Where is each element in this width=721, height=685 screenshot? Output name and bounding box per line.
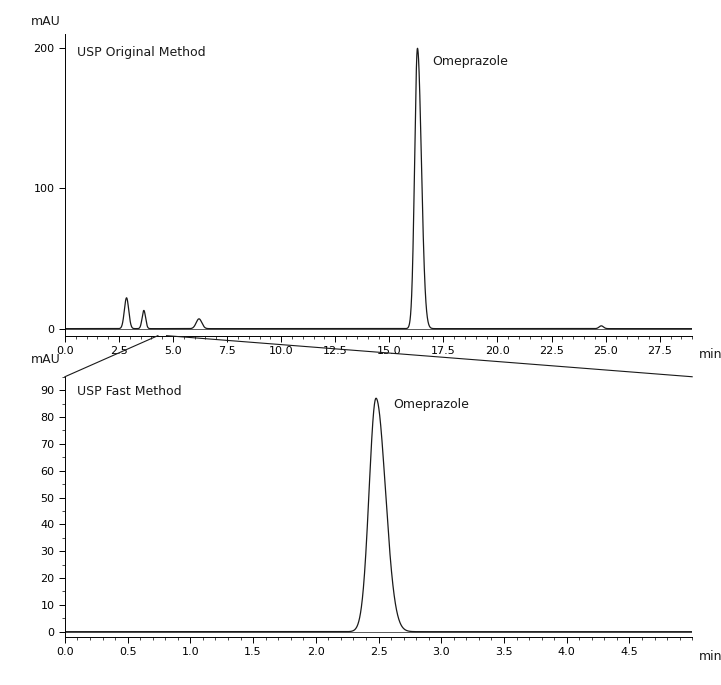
Text: min: min <box>699 650 721 663</box>
Text: mAU: mAU <box>30 353 60 366</box>
Text: USP Original Method: USP Original Method <box>77 47 206 60</box>
Text: Omeprazole: Omeprazole <box>433 55 508 68</box>
Text: mAU: mAU <box>30 15 60 28</box>
Text: min: min <box>699 348 721 361</box>
Text: Omeprazole: Omeprazole <box>394 398 469 411</box>
Text: USP Fast Method: USP Fast Method <box>77 384 182 397</box>
